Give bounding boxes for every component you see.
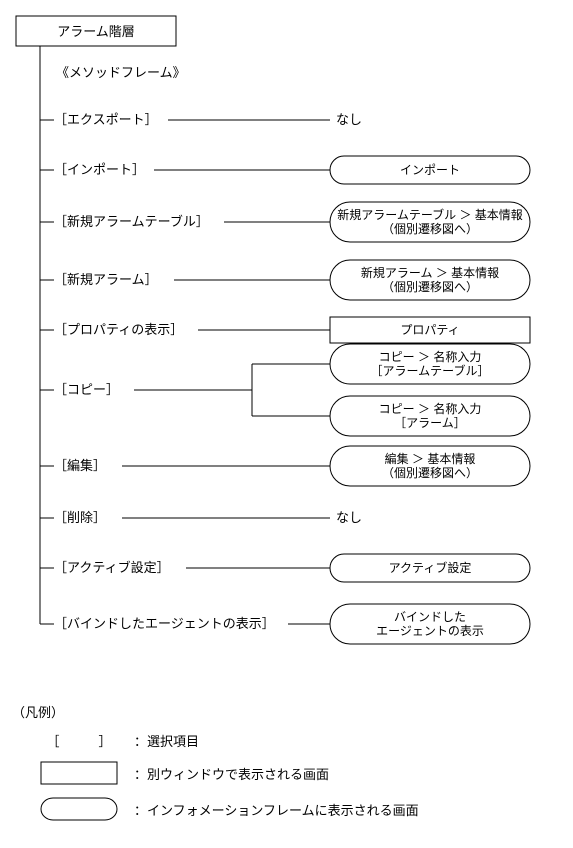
svg-text:［エクスポート］: ［エクスポート］ xyxy=(54,112,158,127)
svg-text:［削除］: ［削除］ xyxy=(54,510,106,525)
svg-text:《メソッドフレーム》: 《メソッドフレーム》 xyxy=(56,65,186,80)
svg-text:なし: なし xyxy=(336,112,362,127)
legend-symbol-rect xyxy=(34,760,124,786)
svg-text:インポート: インポート xyxy=(400,163,460,177)
svg-text:［新規アラーム］: ［新規アラーム］ xyxy=(54,272,158,287)
svg-text:バインドした: バインドした xyxy=(394,610,466,624)
legend-text: ：別ウィンドウで表示される画面 xyxy=(134,764,329,783)
legend-text: ：選択項目 xyxy=(134,731,199,750)
svg-text:［アクティブ設定］: ［アクティブ設定］ xyxy=(54,560,170,575)
diagram-container: アラーム階層《メソッドフレーム》 ［エクスポート］ なし ［インポート］ インポート ［新… xyxy=(0,0,573,690)
legend-symbol-round xyxy=(34,796,124,822)
legend-text: ：インフォメーションフレームに表示される画面 xyxy=(134,800,419,819)
legend-row: ：インフォメーションフレームに表示される画面 xyxy=(34,796,565,822)
legend: （凡例） ［ ］ ：選択項目 ：別ウィンドウで表示される画面 ：インフォメーションフレ… xyxy=(0,690,573,848)
svg-text:［インポート］: ［インポート］ xyxy=(54,162,145,177)
svg-text:［プロパティの表示］: ［プロパティの表示］ xyxy=(54,322,183,337)
svg-text:［コピー］: ［コピー］ xyxy=(54,382,119,397)
svg-text:アラーム階層: アラーム階層 xyxy=(57,24,135,39)
svg-text:（個別遷移図へ）: （個別遷移図へ） xyxy=(382,222,478,236)
svg-text:新規アラーム ＞ 基本情報: 新規アラーム ＞ 基本情報 xyxy=(361,265,499,280)
svg-text:［新規アラームテーブル］: ［新規アラームテーブル］ xyxy=(54,214,209,229)
svg-text:アクティブ設定: アクティブ設定 xyxy=(389,560,472,575)
svg-text:新規アラームテーブル ＞ 基本情報: 新規アラームテーブル ＞ 基本情報 xyxy=(337,207,523,222)
svg-text:プロパティ: プロパティ xyxy=(400,323,459,337)
legend-row: ［ ］ ：選択項目 xyxy=(34,731,565,750)
svg-text:（個別遷移図へ）: （個別遷移図へ） xyxy=(382,466,478,480)
svg-text:［編集］: ［編集］ xyxy=(54,458,106,473)
legend-title: （凡例） xyxy=(12,702,565,721)
svg-text:コピー ＞ 名称入力: コピー ＞ 名称入力 xyxy=(379,401,482,416)
svg-text:編集 ＞ 基本情報: 編集 ＞ 基本情報 xyxy=(385,451,476,466)
svg-text:コピー ＞ 名称入力: コピー ＞ 名称入力 xyxy=(379,349,482,364)
svg-text:なし: なし xyxy=(336,510,362,525)
svg-text:［バインドしたエージェントの表示］: ［バインドしたエージェントの表示］ xyxy=(54,616,275,631)
svg-text:（個別遷移図へ）: （個別遷移図へ） xyxy=(382,280,478,294)
svg-text:エージェントの表示: エージェントの表示 xyxy=(376,624,484,638)
legend-symbol-bracket: ［ ］ xyxy=(34,731,124,750)
legend-row: ：別ウィンドウで表示される画面 xyxy=(34,760,565,786)
svg-text:［アラーム］: ［アラーム］ xyxy=(394,416,466,430)
svg-text:［アラームテーブル］: ［アラームテーブル］ xyxy=(371,363,490,378)
